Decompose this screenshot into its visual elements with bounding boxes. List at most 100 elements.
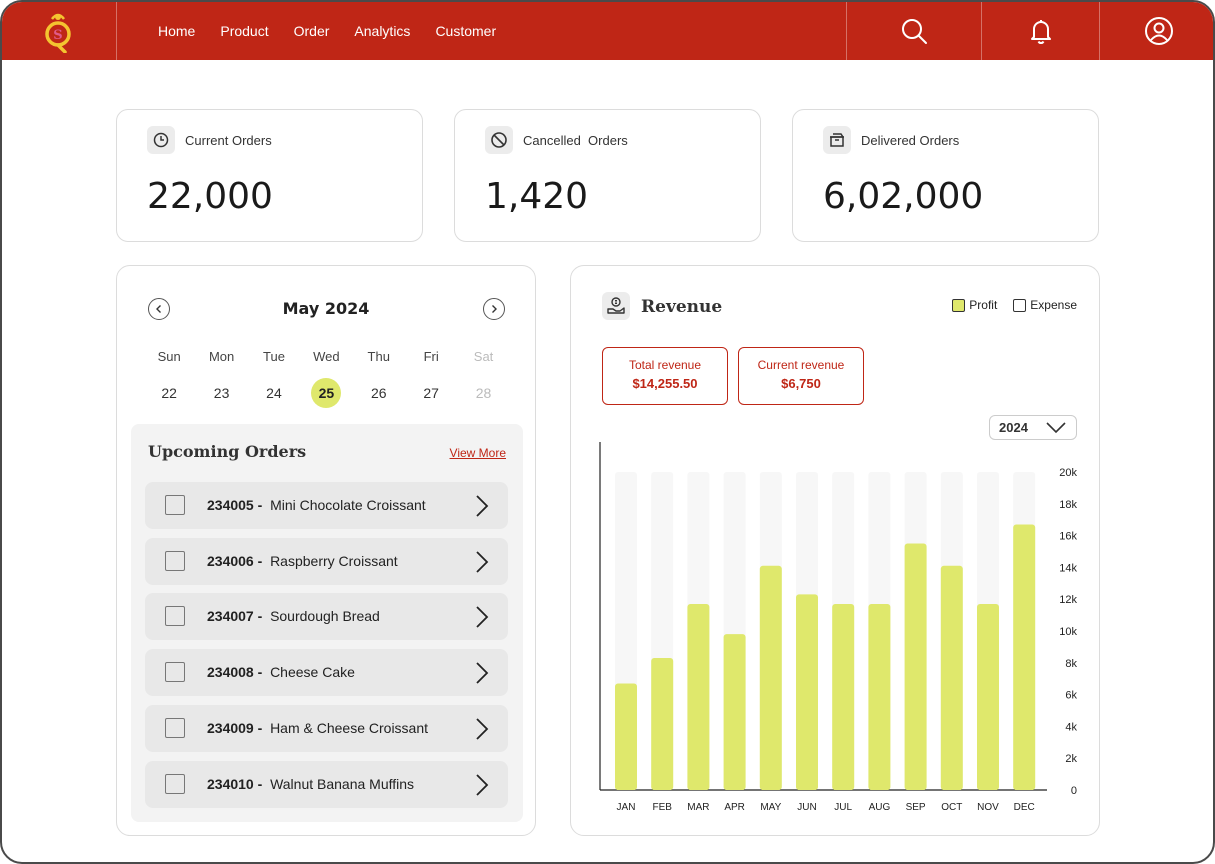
next-month-button[interactable]: [483, 298, 505, 320]
view-more-link[interactable]: View More: [449, 446, 506, 460]
revenue-panel: Revenue Profit Expense Total revenue $14…: [570, 265, 1100, 836]
order-row[interactable]: 234006 - Raspberry Croissant: [145, 538, 508, 585]
legend-swatch: [1013, 298, 1027, 312]
y-tick-label: 18k: [1059, 499, 1077, 511]
bell-icon[interactable]: [1025, 15, 1057, 47]
search-icon[interactable]: [898, 15, 930, 47]
calendar-dayname: Mon: [208, 349, 235, 364]
stat-label: Delivered Orders: [861, 132, 960, 148]
order-row[interactable]: 234008 - Cheese Cake: [145, 649, 508, 696]
x-tick-label: FEB: [652, 802, 672, 813]
calendar-date[interactable]: 22: [143, 378, 195, 408]
order-name: Walnut Banana Muffins: [270, 776, 415, 792]
order-id: 234007 -: [207, 608, 263, 624]
legend-swatch: [952, 298, 966, 312]
profit-bar: [904, 543, 927, 790]
upcoming-orders-title: Upcoming Orders: [148, 442, 307, 461]
calendar-date-selected[interactable]: 25: [300, 378, 352, 408]
calendar-date[interactable]: 28: [457, 378, 509, 408]
order-checkbox[interactable]: [165, 606, 185, 626]
calendar-date[interactable]: 24: [248, 378, 300, 408]
order-row[interactable]: 234010 - Walnut Banana Muffins: [145, 761, 508, 808]
prev-month-button[interactable]: [148, 298, 170, 320]
chevron-right-icon[interactable]: [474, 772, 490, 798]
stat-card-current-orders: Current Orders 22,000: [116, 109, 423, 242]
nav-links: Home Product Order Analytics Customer: [158, 2, 496, 60]
profit-bar: [1013, 524, 1036, 790]
box-icon: [823, 126, 851, 154]
order-id: 234005 -: [207, 497, 263, 513]
order-row[interactable]: 234007 - Sourdough Bread: [145, 593, 508, 640]
nav-home[interactable]: Home: [158, 23, 196, 39]
calendar-dayname: Wed: [313, 349, 340, 364]
y-tick-label: 6k: [1065, 690, 1077, 702]
nav-order[interactable]: Order: [293, 23, 330, 39]
y-tick-label: 0: [1071, 785, 1077, 797]
calendar-date-number: 23: [213, 385, 230, 401]
calendar-dayname: Sat: [473, 349, 494, 364]
order-checkbox[interactable]: [165, 718, 185, 738]
calendar-panel: May 2024 Sun Mon Tue Wed Thu Fri Sat 22 …: [116, 265, 536, 836]
nav-analytics[interactable]: Analytics: [354, 23, 411, 39]
stat-value: 1,420: [485, 176, 589, 217]
x-tick-label: APR: [724, 802, 745, 813]
chevron-right-icon[interactable]: [474, 660, 490, 686]
x-tick-label: MAR: [687, 802, 709, 813]
money-hand-icon: [602, 292, 630, 320]
profit-bar: [940, 565, 963, 790]
legend-label: Expense: [1030, 298, 1077, 312]
calendar-date[interactable]: 26: [353, 378, 405, 408]
x-tick-label: SEP: [906, 802, 926, 813]
profit-bar: [759, 565, 782, 790]
ban-icon: [485, 126, 513, 154]
chevron-right-icon[interactable]: [474, 604, 490, 630]
profit-bar: [977, 603, 999, 790]
year-select-value: 2024: [999, 420, 1028, 435]
order-checkbox[interactable]: [165, 495, 185, 515]
calendar-date[interactable]: 27: [405, 378, 457, 408]
y-tick-label: 10k: [1059, 626, 1077, 638]
profit-bar: [868, 603, 891, 790]
total-revenue-box: Total revenue $14,255.50: [602, 347, 728, 405]
x-tick-label: OCT: [941, 802, 962, 813]
total-revenue-value: $14,255.50: [632, 376, 698, 391]
chevron-right-icon[interactable]: [474, 549, 490, 575]
legend-profit[interactable]: Profit: [952, 298, 997, 312]
stat-label: Cancelled Orders: [523, 132, 628, 148]
user-icon[interactable]: [1143, 15, 1175, 47]
chevron-right-icon[interactable]: [474, 716, 490, 742]
current-revenue-box: Current revenue $6,750: [738, 347, 864, 405]
year-select[interactable]: 2024: [989, 415, 1077, 440]
order-name: Mini Chocolate Croissant: [270, 497, 426, 513]
calendar-date-number: 28: [475, 385, 492, 401]
x-tick-label: JUL: [834, 802, 852, 813]
calendar-dayname: Sun: [157, 349, 181, 364]
nav-divider: [1099, 2, 1100, 60]
calendar-date[interactable]: 23: [195, 378, 247, 408]
order-checkbox[interactable]: [165, 662, 185, 682]
y-tick-label: 16k: [1059, 531, 1077, 543]
order-checkbox[interactable]: [165, 774, 185, 794]
calendar-week: Sun Mon Tue Wed Thu Fri Sat 22 23 24 25 …: [143, 346, 509, 408]
stat-label: Current Orders: [185, 132, 272, 148]
calendar-date-number: 25: [311, 378, 342, 408]
order-name: Raspberry Croissant: [270, 553, 398, 569]
nav-customer[interactable]: Customer: [435, 23, 497, 39]
calendar-month-title: May 2024: [282, 299, 370, 318]
legend-expense[interactable]: Expense: [1013, 298, 1077, 312]
order-row[interactable]: 234009 - Ham & Cheese Croissant: [145, 705, 508, 752]
current-revenue-label: Current revenue: [757, 358, 845, 372]
stat-value: 22,000: [147, 176, 273, 217]
y-tick-label: 2k: [1065, 753, 1077, 765]
brand-logo[interactable]: S: [36, 9, 80, 54]
calendar-dayname: Fri: [423, 349, 439, 364]
nav-product[interactable]: Product: [220, 23, 269, 39]
nav-divider: [846, 2, 847, 60]
calendar-date-number: 26: [370, 385, 387, 401]
calendar-date-number: 22: [161, 385, 177, 401]
profit-bar: [796, 594, 818, 790]
chevron-right-icon[interactable]: [474, 493, 490, 519]
order-row[interactable]: 234005 - Mini Chocolate Croissant: [145, 482, 508, 529]
order-checkbox[interactable]: [165, 551, 185, 571]
